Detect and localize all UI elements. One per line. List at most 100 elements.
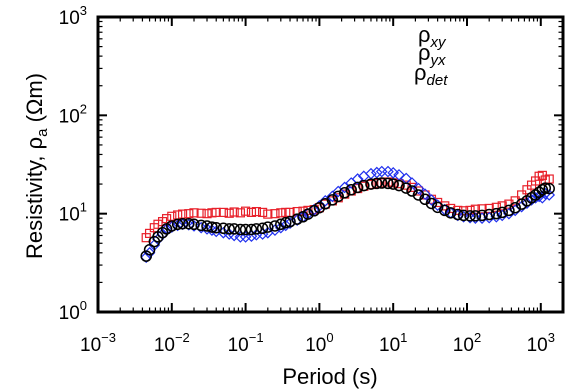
data-point-xy [276, 208, 286, 218]
data-point-xy [246, 207, 257, 218]
data-point-xy [235, 208, 245, 218]
y-tick-label: 102 [59, 101, 87, 127]
data-point-yx [206, 224, 218, 236]
legend-xy-sub: xy [430, 34, 448, 51]
data-point-det [313, 201, 326, 214]
data-point-det [284, 215, 296, 228]
legend-entry-xy: ρxy [418, 22, 447, 51]
data-point-det [387, 178, 399, 190]
y-tick-label: 100 [59, 298, 87, 324]
data-point-det [496, 206, 508, 219]
data-point-det [464, 210, 476, 222]
data-point-det [195, 219, 207, 232]
legend-yx-symbol: ρ [418, 40, 431, 65]
data-point-det [279, 216, 292, 229]
x-tick-exp: 2 [474, 330, 481, 345]
legend-entry-det: ρdet [414, 60, 448, 89]
data-point-yx [525, 194, 538, 206]
data-point-yx [140, 251, 153, 264]
x-tick-exp: −1 [249, 330, 264, 345]
y-axis-label-rho: ρ [22, 137, 47, 150]
y-tick-label: 101 [59, 200, 87, 226]
y-tick-exp: 2 [80, 101, 87, 116]
data-point-xy [224, 208, 234, 218]
y-axis-label-unit: (Ωm) [22, 73, 47, 129]
x-tick-base: 10 [305, 335, 326, 356]
data-point-det [171, 218, 184, 231]
data-point-det [476, 209, 488, 222]
data-point-det [371, 177, 383, 190]
data-point-det [490, 207, 503, 220]
y-tick-exp: 1 [80, 200, 87, 215]
data-point-det [393, 179, 405, 192]
x-tick-exp: 0 [326, 330, 333, 345]
data-point-xy [372, 178, 382, 189]
data-point-det [228, 223, 240, 235]
data-point-det [425, 197, 438, 210]
data-point-det [256, 222, 269, 235]
data-point-xy [211, 207, 221, 218]
y-tick-exp: 3 [80, 3, 87, 18]
x-tick-exp: 3 [548, 330, 555, 345]
data-point-xy [184, 209, 194, 219]
data-point-det [338, 187, 351, 199]
series-det [140, 177, 555, 262]
x-tick-label: 101 [379, 330, 407, 356]
data-point-det [406, 185, 418, 197]
x-tick-label: 10−1 [228, 330, 264, 356]
data-point-det [376, 177, 388, 189]
data-point-det [543, 182, 555, 195]
x-tick-exp: −2 [175, 330, 190, 345]
data-point-xy [240, 206, 251, 216]
data-point-yx [171, 219, 184, 232]
data-point-det [206, 221, 218, 233]
y-axis-label: Resistivity, ρa (Ωm) [22, 73, 51, 259]
data-point-det [539, 182, 552, 194]
data-point-det [345, 184, 357, 196]
data-point-xy [440, 201, 450, 211]
y-tick-exp: 0 [80, 298, 87, 313]
data-point-yx [521, 197, 533, 209]
data-point-det [262, 221, 274, 233]
x-tick-base: 10 [154, 335, 175, 356]
data-point-det [469, 210, 482, 222]
y-axis-label-sub: a [34, 128, 51, 137]
data-point-det [217, 222, 230, 235]
data-point-det [140, 250, 152, 262]
y-tick-base: 10 [59, 205, 80, 226]
data-point-det [250, 223, 263, 235]
data-point-det [183, 217, 195, 230]
data-point-xy [229, 207, 239, 217]
y-tick-base: 10 [59, 8, 80, 29]
data-point-det [156, 226, 169, 239]
data-point-yx [279, 219, 292, 232]
data-point-det [483, 208, 495, 221]
data-point-det [503, 204, 515, 217]
data-point-det [210, 221, 222, 234]
y-tick-base: 10 [59, 303, 80, 324]
data-point-det [332, 190, 344, 203]
x-axis-label: Period (s) [282, 364, 377, 389]
data-point-det [444, 207, 457, 219]
x-tick-label: 103 [527, 330, 555, 356]
data-point-yx [165, 221, 178, 233]
data-point-det [400, 182, 412, 194]
x-tick-base: 10 [379, 335, 400, 356]
legend-det-sub: det [427, 72, 449, 89]
data-point-yx [239, 231, 252, 243]
data-point-yx [406, 177, 418, 189]
data-point-det [431, 201, 444, 214]
data-point-det [439, 204, 451, 217]
legend-entry-yx: ρyx [418, 40, 446, 69]
data-point-xy [218, 207, 228, 218]
data-point-det [291, 213, 303, 225]
y-tick-base: 10 [59, 106, 80, 127]
data-point-xy [377, 178, 387, 188]
x-tick-base: 10 [527, 335, 548, 356]
y-tick-label: 103 [59, 3, 87, 29]
data-point-yx [234, 231, 247, 243]
data-point-det [351, 181, 364, 194]
data-point-xy [270, 209, 280, 219]
